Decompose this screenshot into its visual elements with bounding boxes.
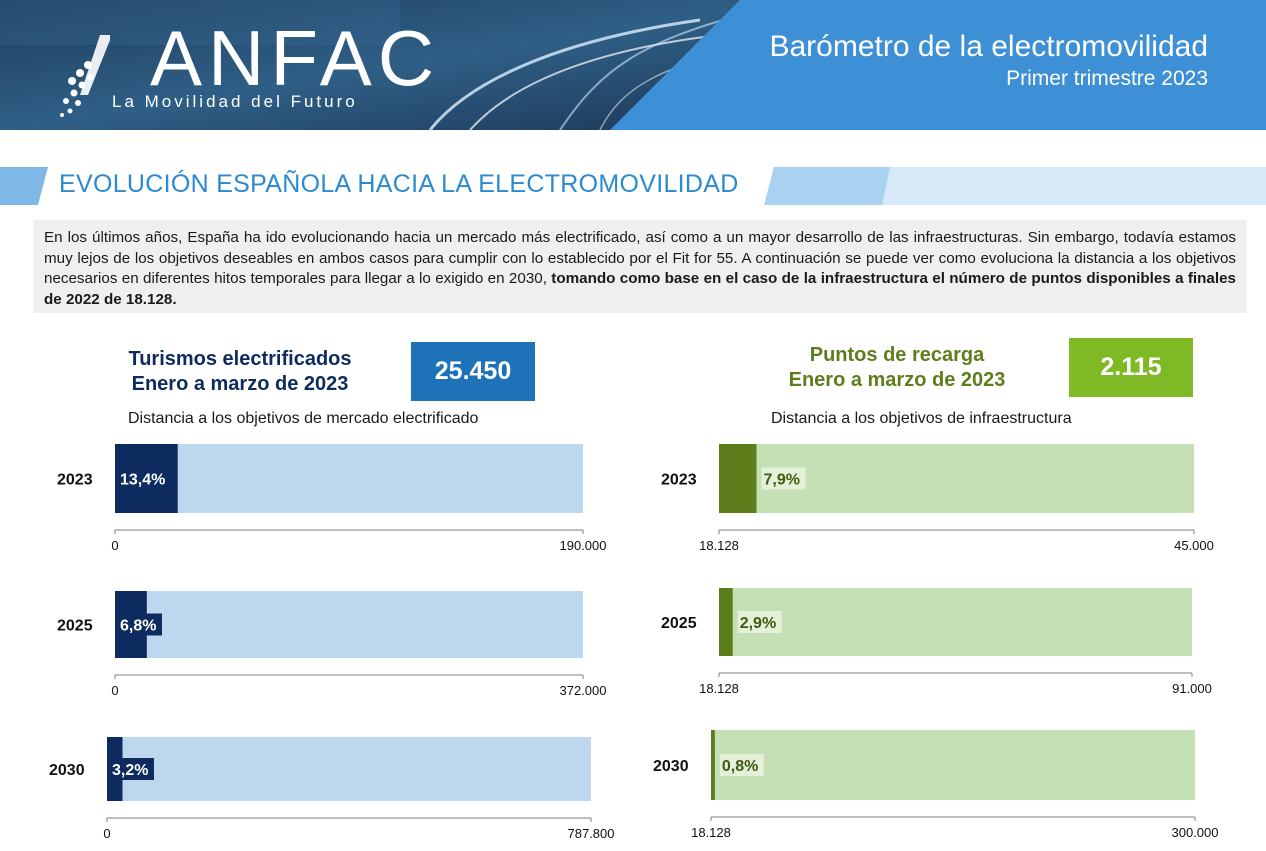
logo-wordmark: ANFAC xyxy=(150,14,441,102)
kpi-value-turismos: 25.450 xyxy=(411,342,535,401)
axis-max-label-left-2030: 787.800 xyxy=(568,826,615,841)
kpi-value-puntos: 2.115 xyxy=(1069,338,1193,397)
section-heading-bar xyxy=(0,167,1266,205)
axis-min-label-left-2023: 0 xyxy=(111,538,118,553)
axis-min-label-right-2025: 18.128 xyxy=(699,681,739,696)
logo-tagline: La Movilidad del Futuro xyxy=(112,92,358,111)
axis-min-label-right-2023: 18.128 xyxy=(699,538,739,553)
value-label-right-2030: 0,8% xyxy=(722,758,758,775)
category-label-right-2023: 2023 xyxy=(661,472,697,489)
value-label-bg-left-2025 xyxy=(118,613,162,636)
value-label-left-2023: 13,4% xyxy=(120,472,165,489)
axis-min-label-right-2030: 18.128 xyxy=(691,825,731,840)
value-label-bg-right-2030 xyxy=(719,754,764,776)
value-label-right-2025: 2,9% xyxy=(740,615,776,632)
intro-bold-text: tomando como base en el caso de la infra… xyxy=(44,270,1236,308)
category-label-left-2025: 2025 xyxy=(57,618,93,635)
axis-max-label-left-2025: 372.000 xyxy=(560,683,607,698)
category-label-left-2030: 2030 xyxy=(49,762,85,779)
axis-max-label-right-2025: 91.000 xyxy=(1172,681,1212,696)
category-label-right-2025: 2025 xyxy=(661,615,697,632)
bar-track-left-2023 xyxy=(115,444,583,513)
kpi-label-line2: Enero a marzo de 2023 xyxy=(131,373,349,395)
value-label-bg-right-2023 xyxy=(761,467,806,490)
kpi-label-turismos: Turismos electrificados Enero a marzo de… xyxy=(110,347,370,397)
axis-min-label-left-2030: 0 xyxy=(103,826,110,841)
highway-photo xyxy=(0,0,800,130)
chart-subtitle-left: Distancia a los objetivos de mercado ele… xyxy=(128,410,479,427)
banner-slant xyxy=(610,0,1266,130)
intro-text: En los últimos años, España ha ido evolu… xyxy=(44,229,1236,287)
bar-fill-right-2025 xyxy=(719,588,733,656)
bar-track-left-2025 xyxy=(115,591,583,658)
kpi-label-puntos: Puntos de recarga Enero a marzo de 2023 xyxy=(762,343,1032,393)
kpi-label-line1: Puntos de recarga xyxy=(809,344,985,366)
kpi-label-line2: Enero a marzo de 2023 xyxy=(788,369,1006,391)
value-label-left-2030: 3,2% xyxy=(112,762,148,779)
bar-track-right-2030 xyxy=(711,730,1195,800)
value-label-right-2023: 7,9% xyxy=(764,472,800,489)
bar-fill-right-2030 xyxy=(711,730,715,800)
axis-max-label-right-2023: 45.000 xyxy=(1174,538,1214,553)
value-label-bg-left-2023 xyxy=(118,467,162,490)
intro-paragraph: En los últimos años, España ha ido evolu… xyxy=(33,220,1247,313)
bar-fill-right-2023 xyxy=(719,444,757,513)
value-label-bg-left-2030 xyxy=(110,758,154,780)
kpi-label-line1: Turismos electrificados xyxy=(128,348,352,370)
bar-track-right-2025 xyxy=(719,588,1192,656)
value-label-bg-right-2025 xyxy=(737,611,782,633)
page-title: Barómetro de la electromovilidad xyxy=(769,30,1208,63)
header-banner: ANFAC La Movilidad del Futuro Barómetro … xyxy=(0,0,1266,130)
bar-track-left-2030 xyxy=(107,737,591,801)
category-label-left-2023: 2023 xyxy=(57,472,93,489)
axis-max-label-right-2030: 300.000 xyxy=(1172,825,1219,840)
logo-dots-icon xyxy=(60,35,110,117)
axis-min-label-left-2025: 0 xyxy=(111,683,118,698)
page-subtitle: Primer trimestre 2023 xyxy=(1006,67,1208,90)
value-label-left-2025: 6,8% xyxy=(120,618,156,635)
section-title: EVOLUCIÓN ESPAÑOLA HACIA LA ELECTROMOVIL… xyxy=(59,170,739,198)
axis-max-label-left-2023: 190.000 xyxy=(560,538,607,553)
category-label-right-2030: 2030 xyxy=(653,758,689,775)
chart-subtitle-right: Distancia a los objetivos de infraestruc… xyxy=(771,410,1072,427)
